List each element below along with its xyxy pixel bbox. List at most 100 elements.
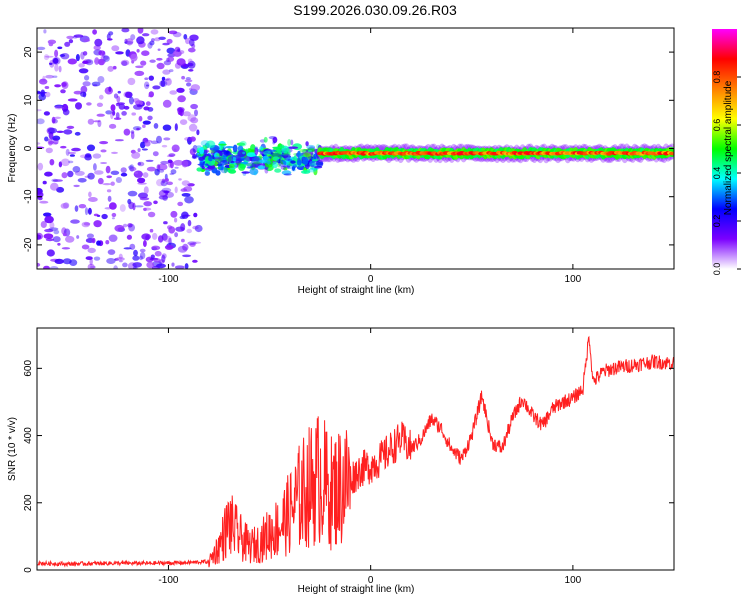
spectrogram-cell	[110, 170, 120, 175]
spectrogram-cell	[39, 78, 47, 82]
snr-ytick-label: 200	[23, 494, 34, 511]
spectrogram-cell	[37, 142, 41, 145]
spectrogram-cell	[181, 75, 186, 80]
spectrogram-cell	[39, 200, 49, 204]
spectrogram-cell	[129, 166, 137, 172]
spectrogram-cell	[105, 165, 111, 174]
spectrogram-cell	[197, 153, 205, 157]
spectrogram-cell	[162, 78, 170, 81]
spectrogram-cell	[128, 96, 134, 105]
spectrogram-cell	[124, 38, 128, 44]
spectrogram-cell	[218, 143, 227, 146]
spectrogram-cell	[45, 147, 53, 154]
snr-ytick-label: 400	[23, 427, 34, 444]
spectrogram-cell	[172, 31, 182, 38]
spectrogram-cell	[239, 140, 247, 147]
spectrogram-cell	[149, 228, 154, 233]
spectrogram-cell	[107, 195, 112, 202]
spectrogram-cell	[232, 144, 238, 153]
spectrogram-cell	[181, 160, 189, 168]
spectrogram-cell	[222, 147, 226, 150]
spectrogram-cell	[192, 241, 202, 244]
spectrogram-cell	[174, 166, 179, 169]
spectrogram-cell	[115, 257, 125, 261]
spectrogram-cell	[180, 188, 188, 192]
spectrogram-cell	[126, 234, 132, 240]
spectrogram-cell	[54, 116, 61, 120]
spectrogram-cell	[253, 171, 257, 176]
spectrogram-cell	[162, 42, 170, 46]
colorbar-tick-label: 0.2	[712, 215, 722, 228]
spectrogram-cell	[71, 147, 81, 152]
spectrogram-cell	[299, 152, 305, 160]
spectrogram-cell	[177, 201, 184, 207]
spectrogram-cell	[186, 228, 192, 234]
spectrogram-cell	[52, 57, 61, 65]
snr-ytick-label: 600	[23, 360, 34, 377]
spectrogram-cell	[187, 62, 194, 67]
spectrogram-cell	[162, 124, 172, 131]
spectrogram-cell	[179, 119, 188, 125]
spectrogram-cell	[135, 100, 144, 106]
colorbar-ticks: 0.0 0.2 0.4 0.6 0.8	[712, 71, 741, 275]
spectrogram-cell	[112, 110, 116, 116]
spectrogram-cell	[146, 166, 156, 172]
spectrogram-cell	[184, 79, 193, 83]
spectrogram-cell	[192, 259, 198, 263]
spectrogram-cell	[67, 58, 78, 65]
spectrogram-cell	[65, 148, 70, 156]
spectrogram-cell	[292, 164, 297, 168]
spectrogram-cell	[143, 201, 152, 207]
spectrogram-cell	[279, 144, 285, 149]
spectrogram-cell	[53, 137, 59, 145]
spectrogram-cell	[115, 177, 122, 183]
spectrogram-cell	[154, 250, 162, 257]
spectrogram-cell	[188, 47, 196, 53]
spectrogram-cell	[163, 60, 172, 66]
spectrogram-cell	[47, 138, 53, 146]
spectrogram-cell	[269, 149, 277, 153]
spectrogram-cell	[224, 162, 228, 166]
spectrogram-cell	[49, 62, 53, 65]
spectrogram-cell	[84, 207, 89, 216]
spectrogram-cell	[174, 186, 178, 194]
spectrogram-cell	[137, 28, 144, 34]
spectrogram-cell	[242, 151, 246, 155]
spectrogram-cell	[39, 78, 48, 85]
spectrogram-cell	[69, 154, 75, 157]
spectrogram-cell	[143, 186, 149, 195]
spectrogram-cell	[157, 48, 161, 51]
spectrogram-cell	[83, 38, 91, 42]
spectrogram-cell	[178, 178, 182, 181]
spectrogram-cell	[201, 165, 205, 170]
spectrogram-cell	[178, 50, 185, 55]
spectrogram-cell	[65, 235, 75, 243]
spectrogram-cell	[309, 167, 318, 171]
spectrogram-cell	[181, 193, 191, 197]
spectrogram-cell	[128, 223, 136, 232]
spectrogram-cell	[290, 139, 294, 146]
spectrogram-cell	[287, 159, 293, 162]
spectrogram-cell	[85, 59, 94, 66]
spectrogram-xtick-label: 0	[368, 274, 374, 285]
spectrogram-cell	[151, 245, 161, 251]
spectrogram-cell	[94, 38, 103, 47]
spectrogram-cell	[194, 109, 198, 117]
spectrogram-cell	[83, 222, 91, 226]
spectrogram-cell	[119, 204, 126, 212]
spectrogram-cell	[144, 77, 149, 80]
spectrogram-cell	[42, 180, 47, 185]
spectrogram-cell	[167, 159, 173, 164]
spectrogram-cell	[37, 162, 44, 171]
spectrogram-cell	[87, 172, 95, 180]
spectrogram-cell	[174, 217, 178, 223]
spectrogram-cell	[92, 29, 97, 35]
snr-series-line	[37, 335, 674, 568]
snr-frame	[36, 327, 675, 571]
spectrogram-cell	[121, 28, 130, 33]
spectrogram-cell	[86, 233, 94, 239]
spectrogram-cell	[176, 58, 186, 66]
spectrogram-cell	[146, 84, 149, 87]
spectrogram-cell	[263, 150, 271, 156]
spectrogram-cell	[259, 159, 268, 164]
